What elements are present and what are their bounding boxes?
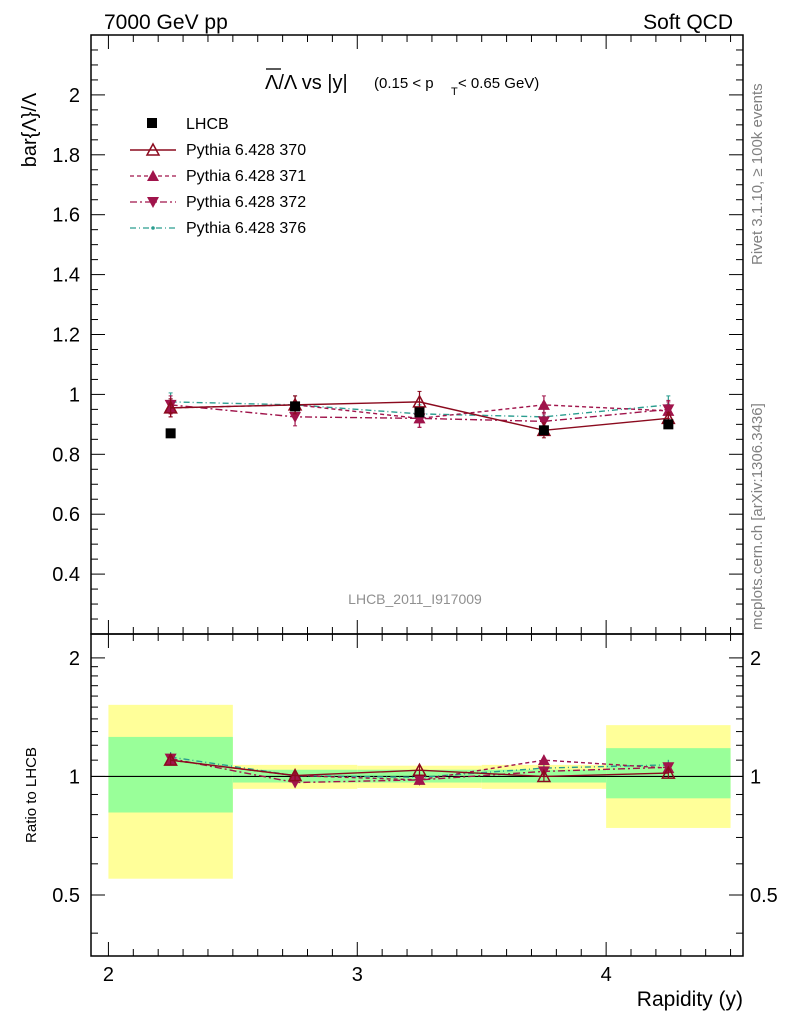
title-main: Λ/Λ vs |y| — [265, 72, 348, 94]
ratio-point — [536, 768, 552, 783]
legend-marker-371 — [147, 170, 159, 181]
legend-label-lhcb: LHCB — [186, 116, 229, 133]
main-series-line — [170, 404, 669, 423]
main-point — [289, 411, 302, 423]
main-ytick-label: 1.4 — [52, 265, 80, 287]
main-ytick-label: 1.2 — [52, 325, 80, 347]
xtick-label: 2 — [103, 964, 114, 986]
xlabel: Rapidity (y) — [637, 988, 743, 1011]
main-ytick-label: 1.8 — [52, 145, 80, 167]
title-cut: (0.15 < p — [374, 75, 434, 92]
ratio-ytick-label-right: 1 — [750, 766, 761, 788]
header-left: 7000 GeV pp — [104, 11, 228, 34]
ratio-ytick-label-right: 2 — [750, 648, 761, 670]
main-ylabel: bar{Λ}/Λ — [19, 92, 41, 167]
main-ytick-label: 0.4 — [52, 564, 80, 586]
main-point — [537, 416, 550, 428]
legend-label-371: Pythia 6.428 371 — [186, 168, 306, 185]
ratio-ylabel: Ratio to LHCB — [23, 747, 40, 843]
plot-title: Λ/Λ vs |y| (0.15 < p T < 0.65 GeV) — [265, 68, 539, 98]
data-point — [663, 419, 674, 430]
main-point — [413, 412, 426, 424]
main-ytick-label: 1 — [69, 384, 80, 406]
legend: LHCB Pythia 6.428 370 Pythia 6.428 371 P… — [130, 116, 306, 237]
ratio-point — [412, 762, 427, 776]
xtick-label: 3 — [352, 964, 363, 986]
band-inner — [108, 736, 233, 813]
ratio-point — [287, 768, 303, 782]
ratio-ytick-label-left: 0.5 — [52, 885, 80, 907]
data-point — [414, 407, 425, 418]
legend-marker-lhcb — [147, 118, 157, 128]
main-ytick-label: 2 — [69, 85, 80, 107]
legend-label-376: Pythia 6.428 376 — [186, 220, 306, 237]
analysis-watermark: LHCB_2011_I917009 — [348, 591, 482, 607]
ratio-ytick-label-right: 0.5 — [750, 885, 778, 907]
ratio-series — [163, 752, 676, 789]
ratio-ticks: 0.5 0.5 1 1 2 2 2 3 4 — [52, 634, 778, 986]
main-ytick-label: 1.6 — [52, 205, 80, 227]
title-cut-end: < 0.65 GeV) — [458, 75, 539, 92]
title-cut-sub: T — [451, 86, 458, 98]
main-point — [163, 400, 178, 414]
header-right: Soft QCD — [643, 11, 733, 34]
ratio-ytick-label-left: 1 — [69, 766, 80, 788]
legend-marker-376 — [151, 226, 155, 230]
main-series-line — [170, 404, 669, 420]
mcplots-label: mcplots.cern.ch [arXiv:1306.3436] — [749, 403, 766, 630]
ratio-plot-frame — [90, 633, 744, 957]
main-point — [537, 398, 550, 410]
main-ticks: 0.4 0.6 0.8 1 1.2 1.4 1.6 1.8 2 — [52, 34, 743, 634]
xtick-label: 4 — [601, 964, 612, 986]
ratio-bands — [91, 704, 743, 879]
ratio-point — [413, 773, 426, 785]
legend-marker-370 — [145, 142, 161, 156]
main-ytick-label: 0.6 — [52, 504, 80, 526]
main-point — [412, 394, 427, 408]
legend-label-370: Pythia 6.428 370 — [186, 142, 306, 159]
rivet-label: Rivet 3.1.10, ≥ 100k events — [749, 83, 766, 265]
data-point — [290, 401, 301, 412]
main-ytick-label: 0.8 — [52, 444, 80, 466]
ratio-ytick-label-left: 2 — [69, 648, 80, 670]
main-point — [662, 404, 675, 416]
ratio-point — [537, 754, 550, 766]
legend-label-372: Pythia 6.428 372 — [186, 194, 306, 211]
ratio-point — [661, 765, 676, 779]
data-point — [538, 425, 549, 436]
ratio-point — [163, 752, 178, 766]
legend-marker-372 — [147, 197, 159, 208]
data-point — [165, 428, 176, 439]
main-series — [163, 390, 676, 439]
